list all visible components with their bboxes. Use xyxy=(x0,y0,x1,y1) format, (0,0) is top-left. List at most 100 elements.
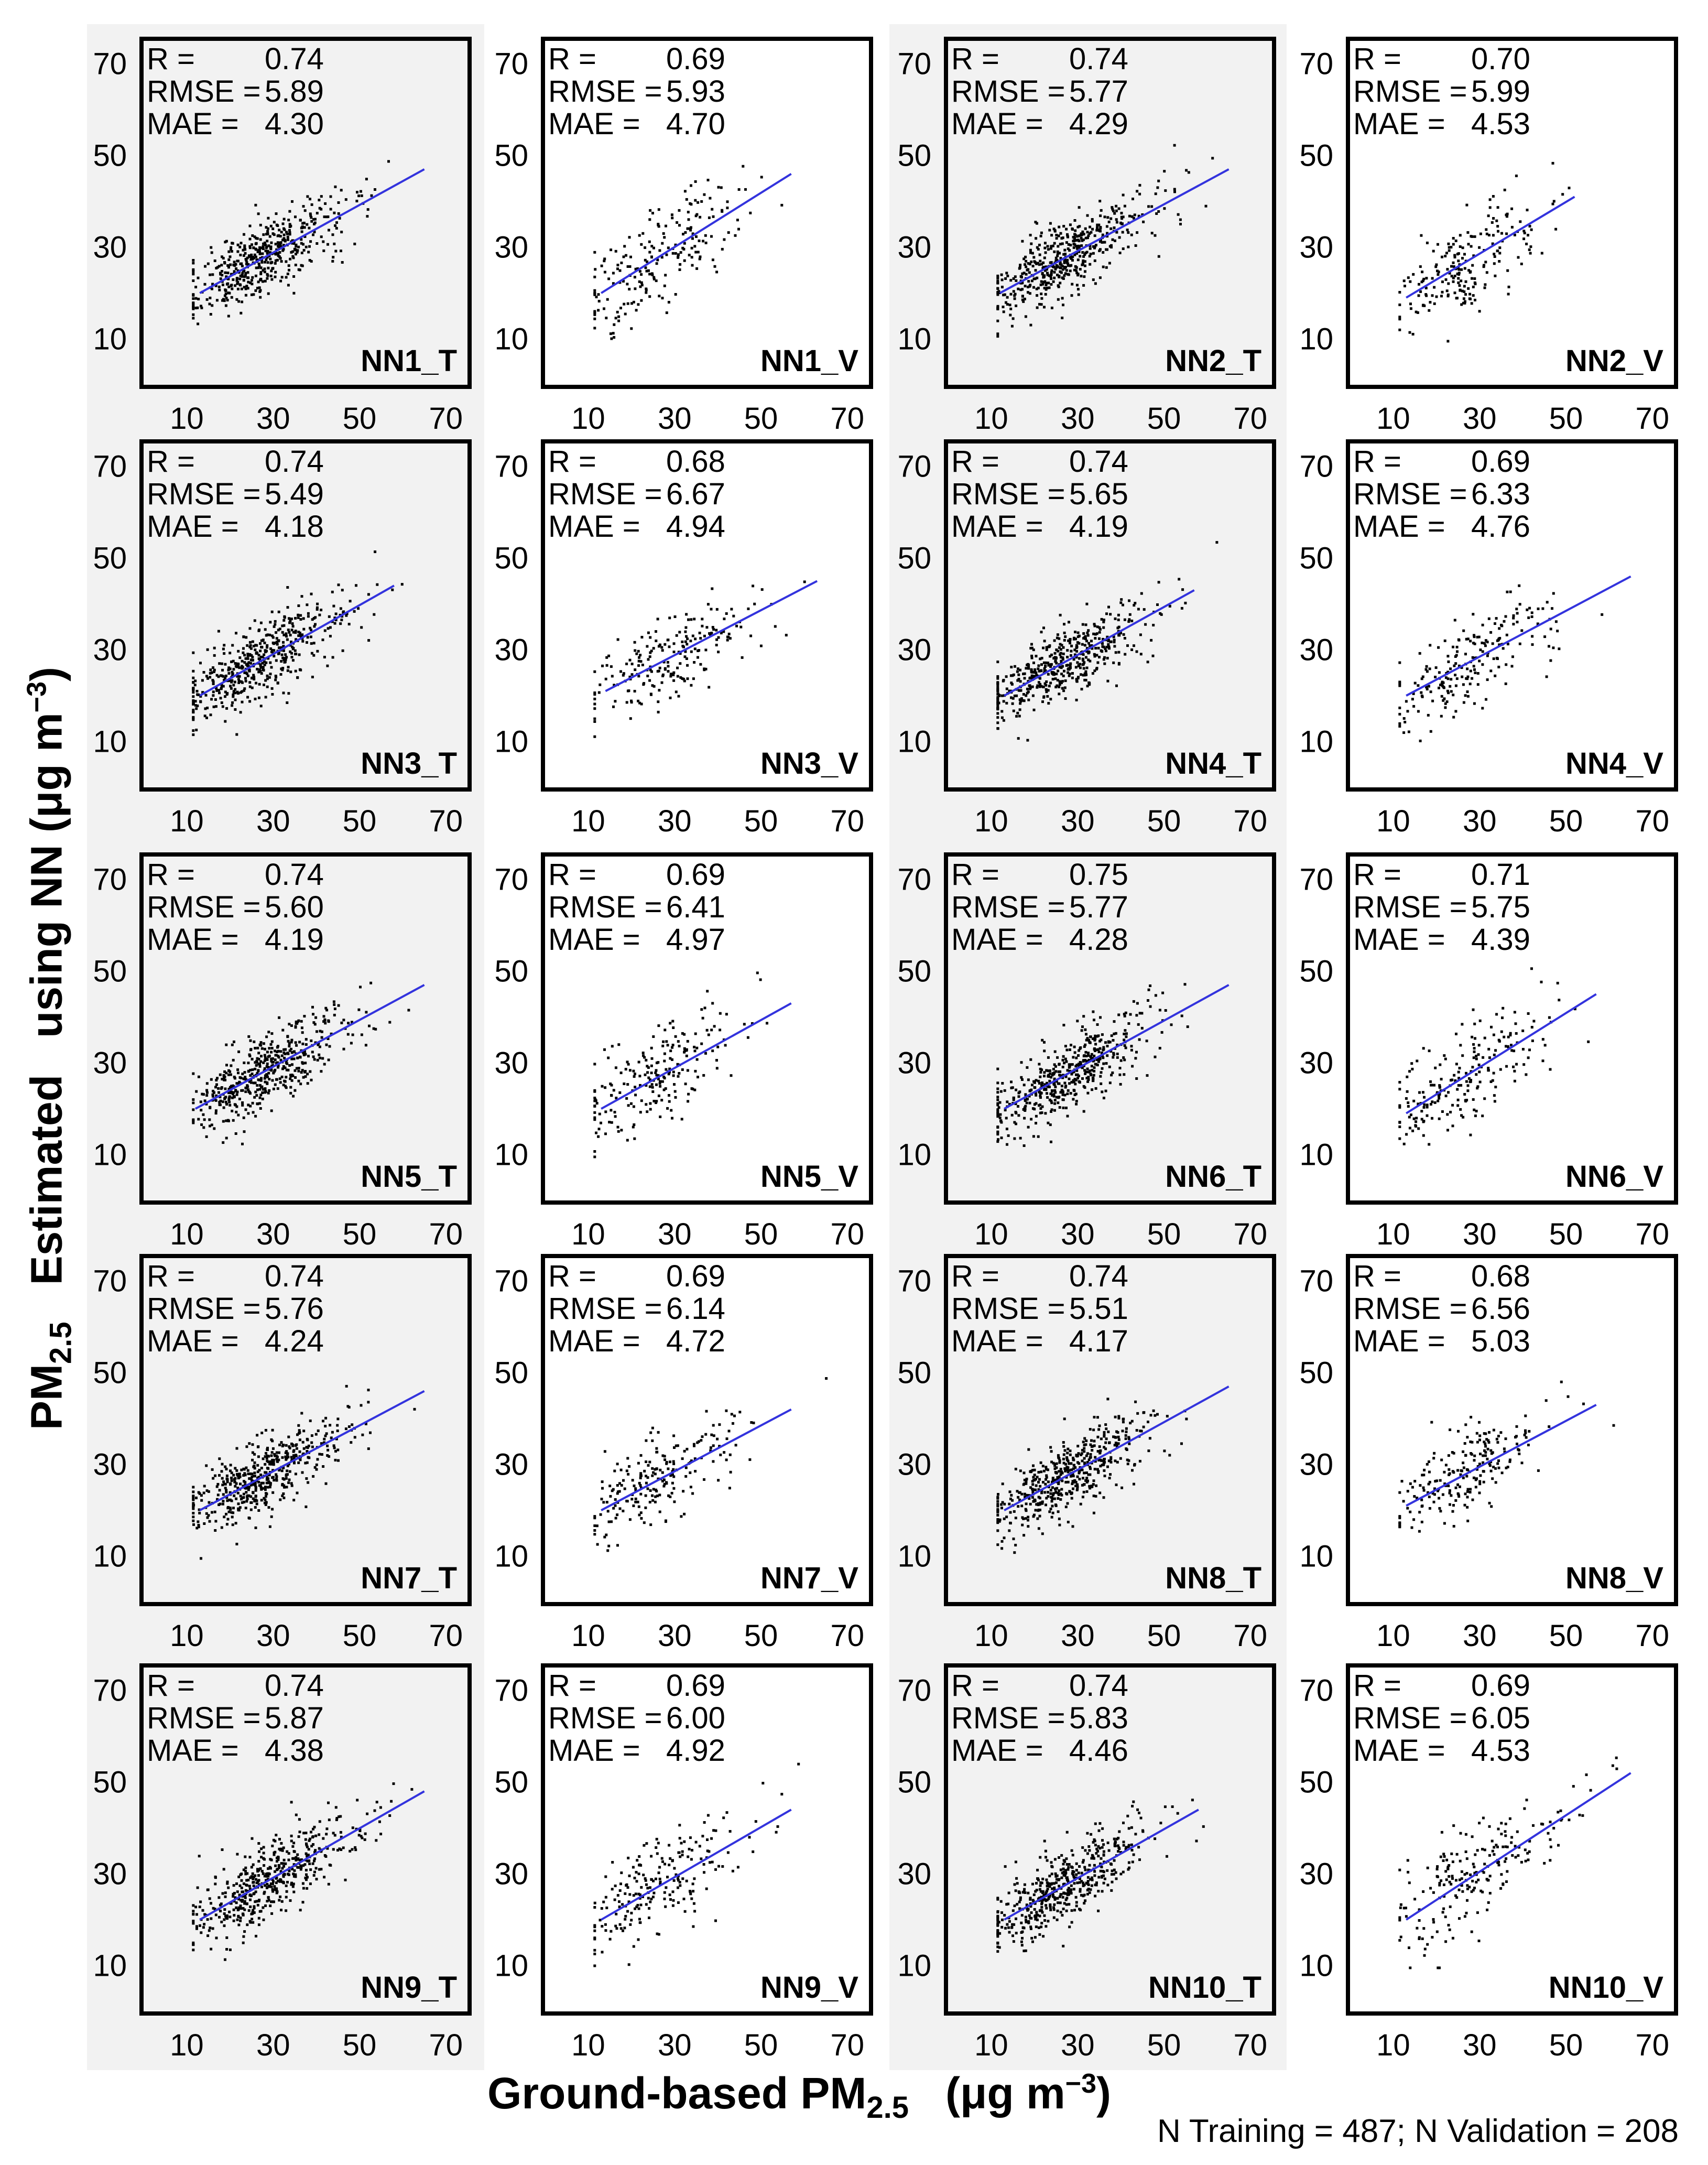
data-point xyxy=(192,1120,195,1122)
data-point xyxy=(300,230,303,233)
data-point xyxy=(216,1077,219,1080)
data-point xyxy=(1115,684,1118,687)
data-point xyxy=(290,1079,293,1082)
data-point xyxy=(1123,1014,1126,1017)
data-point xyxy=(1063,1094,1067,1097)
data-point xyxy=(1091,220,1094,223)
stat-value: 4.24 xyxy=(265,1324,324,1358)
data-point xyxy=(357,1008,361,1011)
data-point xyxy=(1070,1081,1073,1084)
data-point xyxy=(1424,668,1428,671)
data-point xyxy=(1561,193,1564,196)
data-point xyxy=(630,673,634,676)
data-point xyxy=(304,1462,307,1465)
data-point xyxy=(612,272,615,275)
data-point xyxy=(1063,631,1066,634)
data-point xyxy=(1438,1085,1441,1088)
data-point xyxy=(698,257,701,261)
data-point xyxy=(1054,660,1057,663)
data-point xyxy=(324,202,327,205)
data-point xyxy=(1111,238,1114,241)
data-point xyxy=(243,269,246,273)
data-point xyxy=(267,1091,270,1095)
data-point xyxy=(1094,282,1097,285)
data-point xyxy=(1143,608,1146,611)
data-point xyxy=(659,1080,662,1083)
data-point xyxy=(288,1446,291,1449)
data-points xyxy=(996,541,1219,742)
data-point xyxy=(225,297,228,299)
data-point xyxy=(288,1042,291,1045)
data-point xyxy=(1095,1048,1098,1052)
data-point xyxy=(297,634,300,637)
data-point xyxy=(609,332,612,335)
data-point xyxy=(1481,623,1484,626)
data-point xyxy=(309,1070,312,1073)
data-point xyxy=(301,1069,304,1072)
data-point xyxy=(260,672,263,675)
data-point xyxy=(1011,702,1014,705)
data-point xyxy=(1160,1031,1163,1034)
data-point xyxy=(283,1486,286,1489)
data-point xyxy=(1005,701,1008,705)
data-point xyxy=(1057,252,1059,255)
data-point xyxy=(704,234,707,237)
y-tick-label: 10 xyxy=(1299,1138,1333,1172)
data-point xyxy=(683,190,687,193)
data-point xyxy=(277,244,280,247)
data-point xyxy=(220,685,223,688)
data-point xyxy=(1506,269,1509,272)
data-point xyxy=(279,1498,282,1501)
data-point xyxy=(637,1505,640,1508)
data-point xyxy=(1131,1065,1134,1068)
data-point xyxy=(1050,261,1053,264)
data-point xyxy=(672,1074,675,1077)
data-point xyxy=(1471,235,1474,238)
data-point xyxy=(1024,1098,1027,1101)
data-point xyxy=(266,277,269,280)
data-point xyxy=(700,200,703,203)
data-point xyxy=(229,255,232,258)
data-point xyxy=(1521,1048,1525,1051)
data-point xyxy=(639,1111,642,1114)
data-point xyxy=(1032,708,1036,711)
data-point xyxy=(270,1047,274,1049)
data-point xyxy=(256,1057,259,1060)
data-point xyxy=(235,733,238,736)
data-point xyxy=(1481,707,1484,710)
data-point xyxy=(632,1125,635,1129)
data-point xyxy=(707,1033,710,1036)
data-point xyxy=(309,240,312,243)
data-point xyxy=(1463,285,1466,288)
data-point xyxy=(278,251,281,254)
data-point xyxy=(683,242,686,245)
data-point xyxy=(282,641,285,644)
data-point xyxy=(996,1103,999,1107)
data-point xyxy=(1458,284,1461,287)
data-point xyxy=(1092,1074,1095,1077)
data-point xyxy=(250,293,253,296)
data-point xyxy=(1478,246,1481,249)
data-point xyxy=(1437,270,1440,274)
data-point xyxy=(248,1055,252,1057)
data-point xyxy=(1031,252,1034,255)
data-point xyxy=(300,226,303,230)
data-point xyxy=(1513,1079,1516,1082)
data-point xyxy=(197,1525,200,1529)
data-point xyxy=(200,1109,203,1112)
data-point xyxy=(717,1479,720,1482)
data-point xyxy=(231,287,234,290)
data-point xyxy=(1017,287,1020,290)
data-point xyxy=(1498,643,1501,646)
data-point xyxy=(682,677,685,680)
data-point xyxy=(236,269,240,272)
data-point xyxy=(245,259,248,262)
data-point xyxy=(669,696,672,699)
stat-label: RMSE = xyxy=(147,1292,261,1326)
data-point xyxy=(1100,618,1103,621)
data-point xyxy=(599,1513,602,1516)
data-point xyxy=(1103,656,1106,659)
data-point xyxy=(1527,1012,1530,1015)
data-point xyxy=(318,1053,321,1056)
data-point xyxy=(674,243,677,246)
